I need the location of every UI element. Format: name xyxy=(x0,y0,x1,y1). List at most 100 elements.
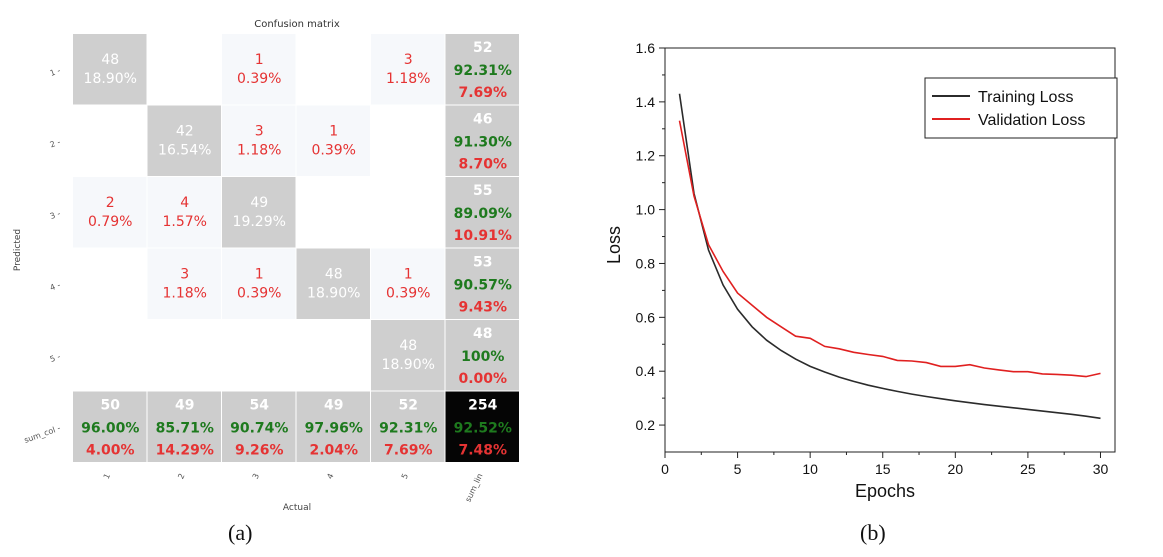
cell-percent: 19.29% xyxy=(233,214,286,230)
summary-correct: 92.52% xyxy=(454,421,512,437)
summary-error: 0.00% xyxy=(458,371,507,387)
offdiagonal-cell: 1 0.39% xyxy=(371,248,445,319)
offdiagonal-cell: 1 0.39% xyxy=(296,105,370,176)
summary-cell: 46 91.30% 8.70% xyxy=(445,105,519,176)
diagonal-cell: 48 18.90% xyxy=(73,34,147,105)
cell-percent: 1.18% xyxy=(386,71,430,87)
offdiagonal-cell: 3 1.18% xyxy=(371,34,445,105)
y-tick-label: 0.8 xyxy=(636,255,656,271)
col-tick-label: 4 xyxy=(325,472,335,480)
summary-count: 52 xyxy=(473,40,492,56)
summary-count: 53 xyxy=(473,255,492,271)
summary-cell: 49 85.71% 14.29% xyxy=(147,391,221,462)
cell-background xyxy=(445,34,519,105)
cell-percent: 0.39% xyxy=(386,285,430,301)
cell-background xyxy=(296,105,370,176)
summary-cell: 55 89.09% 10.91% xyxy=(445,177,519,248)
summary-cell: 48 100% 0.00% xyxy=(445,320,519,391)
cell-background xyxy=(222,248,296,319)
cell-percent: 0.39% xyxy=(237,71,281,87)
training-loss-line xyxy=(678,93,1101,420)
col-tick-label: 2 xyxy=(176,472,186,480)
row-tick-label: 2 - xyxy=(49,137,62,149)
summary-error: 4.00% xyxy=(86,443,135,459)
col-tick-label: sum_lin xyxy=(463,472,484,503)
cell-background xyxy=(371,34,445,105)
summary-count: 48 xyxy=(473,326,492,342)
row-tick-label: 1 - xyxy=(49,66,62,78)
y-axis-title: Loss xyxy=(604,226,624,264)
actual-axis-label: Actual xyxy=(283,503,311,513)
cell-background xyxy=(147,391,221,462)
cell-background xyxy=(73,34,147,105)
cell-background xyxy=(445,248,519,319)
cell-background xyxy=(296,248,370,319)
offdiagonal-cell: 1 0.39% xyxy=(222,34,296,105)
cell-background xyxy=(371,248,445,319)
summary-cell: 52 92.31% 7.69% xyxy=(371,391,445,462)
row-tick-label: sum_col - xyxy=(23,423,62,444)
cell-background xyxy=(371,391,445,462)
cell-background xyxy=(147,248,221,319)
summary-correct: 91.30% xyxy=(454,135,512,151)
legend: Training Loss Validation Loss xyxy=(924,77,1118,139)
summary-count: 52 xyxy=(399,398,418,414)
summary-cell: 52 92.31% 7.69% xyxy=(445,34,519,105)
offdiagonal-cell: 4 1.57% xyxy=(147,177,221,248)
y-tick-label: 0.4 xyxy=(636,363,656,379)
cell-count: 48 xyxy=(101,52,119,68)
x-tick-label: 10 xyxy=(802,461,818,477)
cell-background xyxy=(371,320,445,391)
cell-background xyxy=(147,177,221,248)
offdiagonal-cell: 3 1.18% xyxy=(222,105,296,176)
cell-count: 1 xyxy=(255,52,264,68)
cell-background xyxy=(445,320,519,391)
cell-count: 2 xyxy=(106,195,115,211)
x-axis-title: Epochs xyxy=(855,481,915,501)
cell-background xyxy=(222,34,296,105)
caption-a: (a) xyxy=(228,520,253,545)
offdiagonal-cell: 1 0.39% xyxy=(222,248,296,319)
y-tick-label: 1.4 xyxy=(636,94,656,110)
cell-count: 1 xyxy=(255,266,264,282)
y-tick-label: 0.2 xyxy=(636,417,656,433)
caption-b: (b) xyxy=(860,520,886,545)
summary-cell: 50 96.00% 4.00% xyxy=(73,391,147,462)
row-tick-label: 5 - xyxy=(49,352,62,364)
summary-count: 254 xyxy=(468,398,497,414)
summary-error: 7.48% xyxy=(458,443,507,459)
loss-plot-axes: 0 5 10 15 20 25 30 0.2 0.4 0.6 0.8 1.0 1.2 1.4 1.6 xyxy=(636,40,1116,477)
offdiagonal-cell: 3 1.18% xyxy=(147,248,221,319)
cell-background xyxy=(222,105,296,176)
summary-error: 7.69% xyxy=(458,85,507,101)
x-tick-label: 20 xyxy=(948,461,964,477)
summary-correct: 97.96% xyxy=(305,421,363,437)
summary-cell: 54 90.74% 9.26% xyxy=(222,391,296,462)
row-tick-label: 3 - xyxy=(49,209,62,221)
summary-count: 50 xyxy=(101,398,121,414)
cell-background xyxy=(445,391,519,462)
y-tick-label: 0.6 xyxy=(636,309,656,325)
summary-error: 14.29% xyxy=(156,443,214,459)
summary-cell: 49 97.96% 2.04% xyxy=(296,391,370,462)
summary-correct: 100% xyxy=(461,349,504,365)
cell-background xyxy=(73,391,147,462)
cell-count: 3 xyxy=(404,52,413,68)
loss-plot-series xyxy=(678,93,1101,420)
summary-correct: 90.57% xyxy=(454,278,512,294)
diagonal-cell: 48 18.90% xyxy=(296,248,370,319)
summary-error: 8.70% xyxy=(458,157,507,173)
confusion-matrix-title: Confusion matrix xyxy=(254,19,340,30)
confusion-matrix-figure: Confusion matrix 4818.90%10.39%31.18%421… xyxy=(13,19,519,513)
x-tick-label: 5 xyxy=(734,461,742,477)
summary-error: 10.91% xyxy=(454,228,512,244)
total-cell: 254 92.52% 7.48% xyxy=(445,391,519,462)
summary-count: 49 xyxy=(324,398,343,414)
diagonal-cell: 42 16.54% xyxy=(147,105,221,176)
summary-error: 2.04% xyxy=(309,443,358,459)
loss-curve-figure: 0 5 10 15 20 25 30 0.2 0.4 0.6 0.8 1.0 1.2 1.4 1.6 Tra… xyxy=(604,40,1118,501)
row-tick-labels: 1 - 2 - 3 - 4 - 5 - sum_col - xyxy=(23,66,62,445)
summary-correct: 85.71% xyxy=(156,421,214,437)
cell-percent: 18.90% xyxy=(382,357,435,373)
cell-background xyxy=(445,105,519,176)
